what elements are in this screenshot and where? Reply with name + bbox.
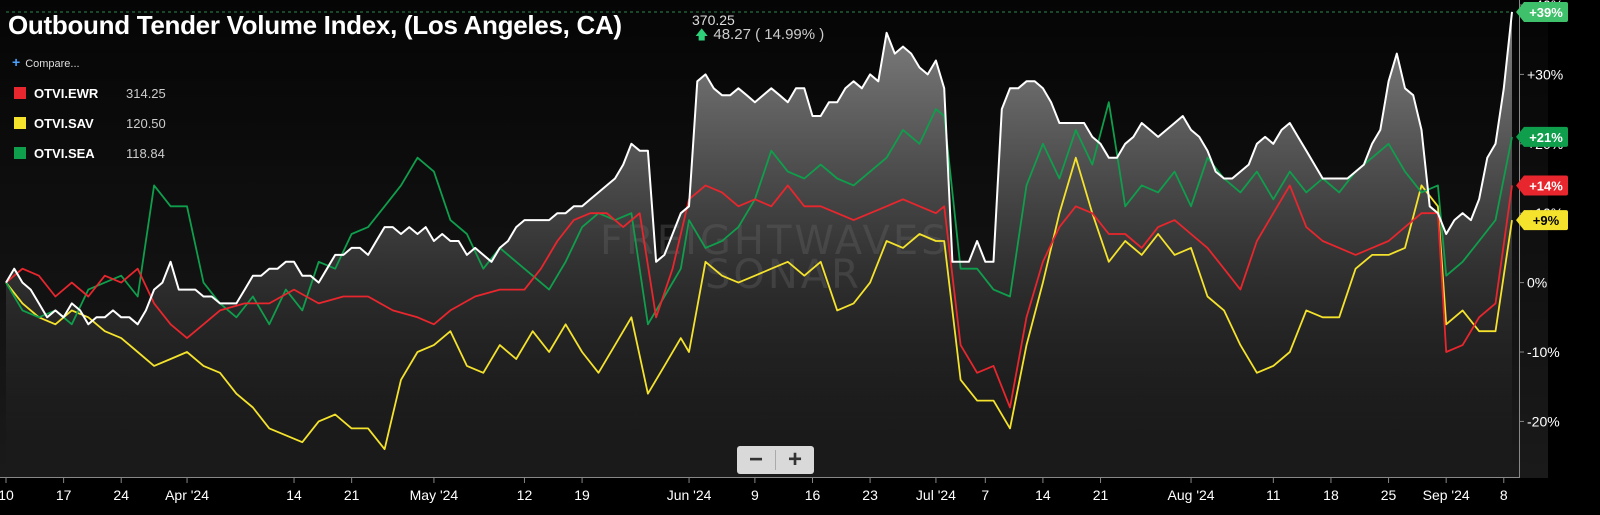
legend-swatch — [14, 117, 26, 129]
badge-label: +9% — [1533, 213, 1560, 228]
badge-otvi.ewr: +14% — [1516, 175, 1568, 196]
badge-shape — [1516, 1, 1568, 22]
y-tick-label: 0% — [1527, 275, 1547, 291]
y-tick-label: +30% — [1527, 66, 1563, 82]
x-tick-label: 18 — [1323, 487, 1339, 503]
legend-swatch — [14, 87, 26, 99]
change-value: 48.27 ( 14.99% ) — [713, 26, 825, 43]
y-tick-label: -10% — [1527, 344, 1560, 360]
badge-otvi.sav: +9% — [1516, 210, 1568, 231]
badge-shape — [1516, 210, 1568, 231]
legend-item-sav[interactable]: OTVI.SAV 120.50 — [14, 108, 166, 138]
x-tick-label: Jun '24 — [667, 487, 712, 503]
legend-name: OTVI.SAV — [34, 115, 94, 131]
compare-label: Compare... — [25, 58, 80, 70]
badge-label: +21% — [1529, 130, 1563, 145]
x-tick-label: Sep '24 — [1423, 487, 1470, 503]
x-tick-label: May '24 — [410, 487, 459, 503]
arrow-up-icon: 🡅 — [695, 27, 709, 42]
x-tick-label: 24 — [113, 487, 129, 503]
plus-icon: + — [12, 54, 21, 70]
series-line-otvi.lax — [5, 11, 1513, 326]
series-line-otvi.ewr — [5, 184, 1513, 409]
legend-value: 118.84 — [126, 145, 165, 161]
chart-title: Outbound Tender Volume Index, (Los Angel… — [8, 10, 622, 40]
series-area-otvi.lax — [6, 11, 1512, 471]
x-tick-label: 7 — [981, 487, 989, 503]
legend-item-sea[interactable]: OTVI.SEA 118.84 — [14, 138, 166, 168]
x-tick-label: 25 — [1381, 487, 1397, 503]
legend-value: 120.50 — [126, 115, 166, 131]
x-tick-label: 21 — [344, 487, 360, 503]
x-tick-label: 8 — [1500, 487, 1508, 503]
legend-value: 314.25 — [126, 85, 166, 101]
legend-name: OTVI.EWR — [34, 85, 99, 101]
series-line-otvi.sav — [5, 156, 1513, 451]
badge-shape — [1516, 126, 1568, 147]
zoom-divider — [775, 450, 776, 470]
badge-label: +39% — [1529, 5, 1563, 20]
x-tick-label: Apr '24 — [165, 487, 209, 503]
x-tick-label: Jul '24 — [916, 487, 956, 503]
zoom-in-button[interactable]: + — [787, 446, 802, 473]
x-tick-label: 17 — [56, 487, 72, 503]
legend-item-ewr[interactable]: OTVI.EWR 314.25 — [14, 78, 166, 108]
x-tick-label: 21 — [1093, 487, 1109, 503]
legend-name: OTVI.SEA — [34, 145, 95, 161]
x-tick-label: 10 — [0, 487, 14, 503]
badge-shape — [1516, 175, 1568, 196]
series-lines — [5, 11, 1513, 451]
change-readout: 🡅 48.27 ( 14.99% ) — [695, 26, 824, 48]
compare-button[interactable]: + Compare... — [12, 54, 80, 70]
badge-otvi.lax: +39% — [1516, 1, 1568, 22]
x-tick-label: 11 — [1266, 487, 1281, 503]
legend-swatch — [14, 147, 26, 159]
last-value: 370.25 — [692, 12, 735, 28]
zoom-controls: − + — [737, 446, 814, 474]
zoom-out-button[interactable]: − — [748, 446, 763, 473]
area-layer — [6, 11, 1512, 471]
series-line-otvi.sea — [5, 101, 1513, 326]
x-tick-label: 14 — [286, 487, 302, 503]
badge-label: +14% — [1529, 178, 1563, 193]
x-tick-label: 12 — [517, 487, 533, 503]
x-tick-label: 19 — [574, 487, 590, 503]
x-tick-label: 9 — [751, 487, 759, 503]
y-tick-label: -20% — [1527, 413, 1560, 429]
watermark-line2: SONAR — [705, 252, 862, 298]
x-tick-label: Aug '24 — [1168, 487, 1215, 503]
value-badges: +39% +14% +9% +21% — [1516, 1, 1568, 231]
x-tick-label: 16 — [805, 487, 821, 503]
badge-otvi.sea: +21% — [1516, 126, 1568, 147]
x-tick-label: 14 — [1035, 487, 1051, 503]
legend: OTVI.EWR 314.25 OTVI.SAV 120.50 OTVI.SEA… — [14, 78, 166, 168]
x-tick-label: 23 — [862, 487, 878, 503]
